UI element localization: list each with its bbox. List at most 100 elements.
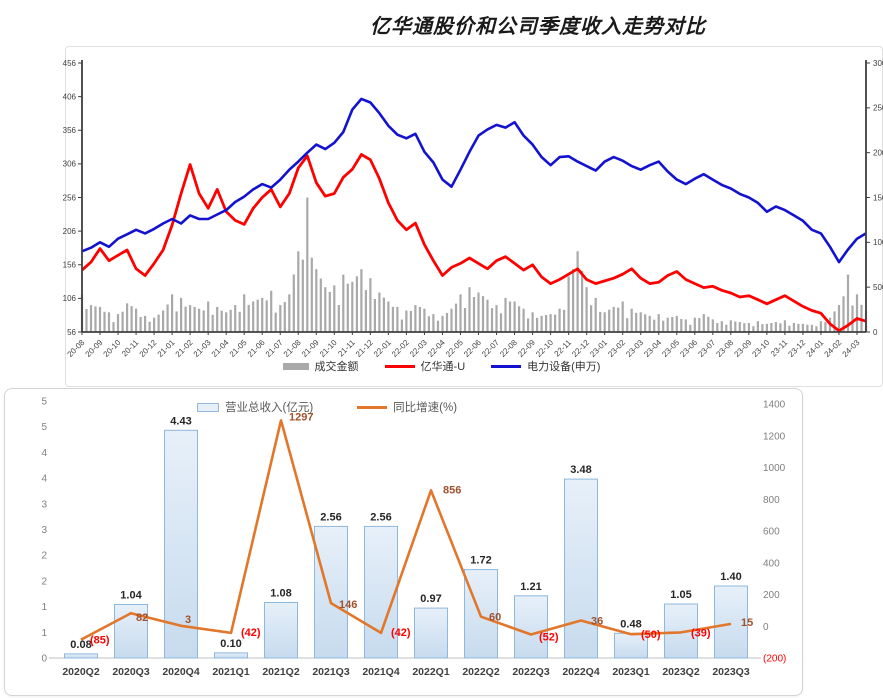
volume-bar: [261, 297, 264, 332]
category-label: 2023Q3: [712, 666, 750, 678]
volume-bar: [153, 317, 156, 332]
x-axis-tick-label: 20-12: [138, 338, 159, 359]
volume-bar: [346, 283, 349, 332]
volume-bar: [563, 309, 566, 332]
volume-bar: [468, 287, 471, 332]
volume-bar: [103, 311, 106, 332]
category-label: 2022Q3: [512, 666, 550, 678]
x-axis-tick-label: 22-01: [372, 338, 393, 359]
revenue-bar: [564, 478, 598, 659]
x-axis-tick-label: 22-07: [480, 338, 501, 359]
category-label: 2021Q3: [312, 666, 350, 678]
x-axis-tick-label: 22-04: [426, 338, 447, 359]
x-axis-tick-label: 24-03: [841, 338, 862, 359]
volume-bar: [396, 306, 399, 332]
growth-line-label: 15: [741, 617, 753, 629]
volume-bar: [617, 307, 620, 332]
volume-bar: [126, 303, 129, 332]
volume-bar: [842, 296, 845, 332]
stock-line-swatch-icon: [384, 364, 415, 368]
revenue-chart-card: 5 5 4 4 3 3 2 2 1 1 0 1400 1200 1000 800 600 400 200 0 (200…: [4, 388, 803, 696]
volume-bar: [499, 313, 503, 332]
left-axis-tick-label: 2: [41, 576, 47, 587]
volume-bar: [684, 319, 687, 332]
volume-bar: [518, 306, 521, 332]
revenue-bar: [114, 604, 148, 659]
volume-bar: [671, 317, 674, 332]
volume-bar: [824, 322, 827, 332]
volume-bar: [301, 259, 304, 332]
volume-bar: [364, 290, 367, 332]
volume-bar: [265, 300, 268, 332]
volume-bar: [626, 318, 629, 332]
revenue-bar: [664, 603, 698, 659]
revenue-bar-label: 2.56: [370, 511, 391, 523]
revenue-bar-label: 0.10: [220, 638, 241, 650]
revenue-bar-label: 1.72: [470, 555, 491, 567]
growth-line-label: (39): [691, 627, 711, 639]
volume-bar: [734, 321, 737, 332]
growth-line-label: 3: [185, 614, 191, 626]
volume-bar: [116, 314, 120, 332]
volume-bar: [184, 306, 187, 332]
revenue-bar: [414, 607, 448, 659]
x-axis-tick-label: 20-09: [84, 338, 105, 359]
volume-bar: [675, 315, 678, 332]
volume-bar: [373, 299, 376, 332]
growth-line-label: 1297: [289, 411, 313, 423]
category-label: 2021Q1: [212, 666, 250, 678]
legend-item-growth: 同比增速(%): [357, 399, 457, 415]
volume-bar: [567, 276, 570, 332]
volume-bar: [486, 299, 489, 332]
volume-bar: [698, 318, 701, 332]
volume-bar: [558, 308, 561, 332]
volume-bar: [761, 324, 764, 332]
volume-bar: [549, 314, 552, 332]
volume-bar: [508, 301, 512, 332]
x-axis-tick-label: 22-10: [534, 338, 555, 359]
growth-line-swatch-icon: [357, 405, 388, 409]
volume-bar: [653, 319, 656, 332]
category-label: 2022Q2: [462, 666, 500, 678]
volume-bar: [107, 312, 111, 332]
x-axis-tick-label: 24-01: [805, 338, 826, 359]
left-axis-tick-label: 1: [41, 628, 47, 639]
right-axis-tick-label: 500: [873, 283, 883, 292]
revenue-bar: [264, 602, 298, 659]
revenue-bar: [214, 652, 248, 659]
volume-bar: [360, 269, 363, 332]
x-axis-tick-label: 22-05: [444, 338, 465, 359]
revenue-bar-label: 0.48: [620, 618, 641, 630]
volume-bar: [545, 315, 548, 332]
left-axis-tick-label: 2: [41, 551, 47, 562]
revenue-bar-label: 1.21: [520, 581, 541, 593]
right-axis-tick-label: 1000: [763, 463, 786, 474]
volume-bar: [666, 317, 669, 332]
volume-bar: [477, 292, 480, 332]
volume-bar: [135, 308, 138, 332]
left-axis-tick-label: 356: [63, 126, 77, 135]
volume-bar: [644, 314, 647, 332]
x-axis-tick-label: 20-11: [120, 338, 141, 359]
volume-bar: [288, 294, 291, 332]
x-axis-tick-label: 23-04: [642, 338, 663, 359]
volume-bar: [148, 321, 151, 332]
x-axis-tick-label: 24-02: [823, 338, 844, 359]
volume-bar: [801, 323, 804, 332]
volume-bar: [450, 308, 453, 332]
left-axis-tick-label: 3: [41, 499, 47, 510]
x-axis-tick-label: 23-10: [750, 338, 771, 359]
volume-bar: [725, 324, 728, 332]
x-axis-tick-label: 22-12: [570, 338, 591, 359]
volume-bar: [337, 305, 340, 332]
x-axis-tick-label: 22-11: [553, 338, 574, 359]
category-label: 2023Q2: [662, 666, 700, 678]
growth-line-label: (42): [241, 627, 261, 639]
volume-bar: [216, 306, 219, 332]
volume-bar: [211, 314, 214, 332]
left-axis-tick-label: 0: [41, 654, 47, 665]
volume-bar: [540, 315, 543, 332]
revenue-bar: [614, 632, 648, 659]
growth-line: [80, 419, 732, 641]
revenue-bar-label: 1.05: [670, 589, 691, 601]
